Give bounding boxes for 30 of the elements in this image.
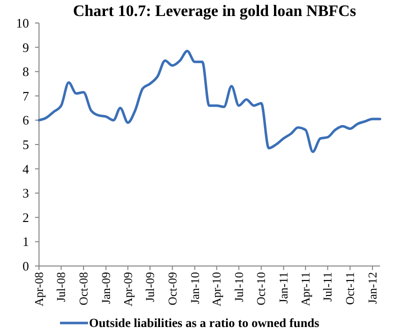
y-tick-label: 0 <box>22 258 29 274</box>
x-tick-label: Jul-09 <box>142 272 157 302</box>
x-tick-label: Apr-08 <box>32 272 46 306</box>
x-tick-label: Oct-11 <box>343 272 358 305</box>
x-tick-label: Jan-12 <box>365 272 380 304</box>
chart-title: Chart 10.7: Leverage in gold loan NBFCs <box>72 3 356 20</box>
x-tick-label: Apr-09 <box>120 272 135 306</box>
x-tick-label: Jan-09 <box>98 272 113 304</box>
y-tick-label: 6 <box>22 112 30 128</box>
x-tick-label: Jan-11 <box>276 272 291 304</box>
x-tick-label: Jul-08 <box>54 272 68 302</box>
x-tick-label: Oct-10 <box>254 272 268 306</box>
y-tick-label: 2 <box>22 210 29 225</box>
y-tick-label: 4 <box>22 161 30 176</box>
x-tick-label: Jan-10 <box>188 272 202 304</box>
legend-label: Outside liabilities as a ratio to owned funds <box>89 316 320 330</box>
y-tick-label: 3 <box>22 186 29 201</box>
y-tick-label: 1 <box>22 234 29 250</box>
x-tick-label: Apr-11 <box>298 272 313 306</box>
y-tick-label: 9 <box>22 40 29 55</box>
line-series <box>38 50 382 154</box>
x-tick-label: Jul-11 <box>320 272 335 302</box>
x-tick-label: Apr-10 <box>210 272 224 306</box>
x-tick-label: Oct-09 <box>165 272 180 306</box>
x-tick-label: Oct-08 <box>76 272 91 306</box>
y-tick-label: 8 <box>22 64 29 80</box>
x-tick-label: Jul-10 <box>232 272 246 302</box>
y-tick-label: 10 <box>16 16 29 30</box>
y-tick-label: 7 <box>22 88 30 104</box>
y-tick-label: 5 <box>22 137 29 152</box>
